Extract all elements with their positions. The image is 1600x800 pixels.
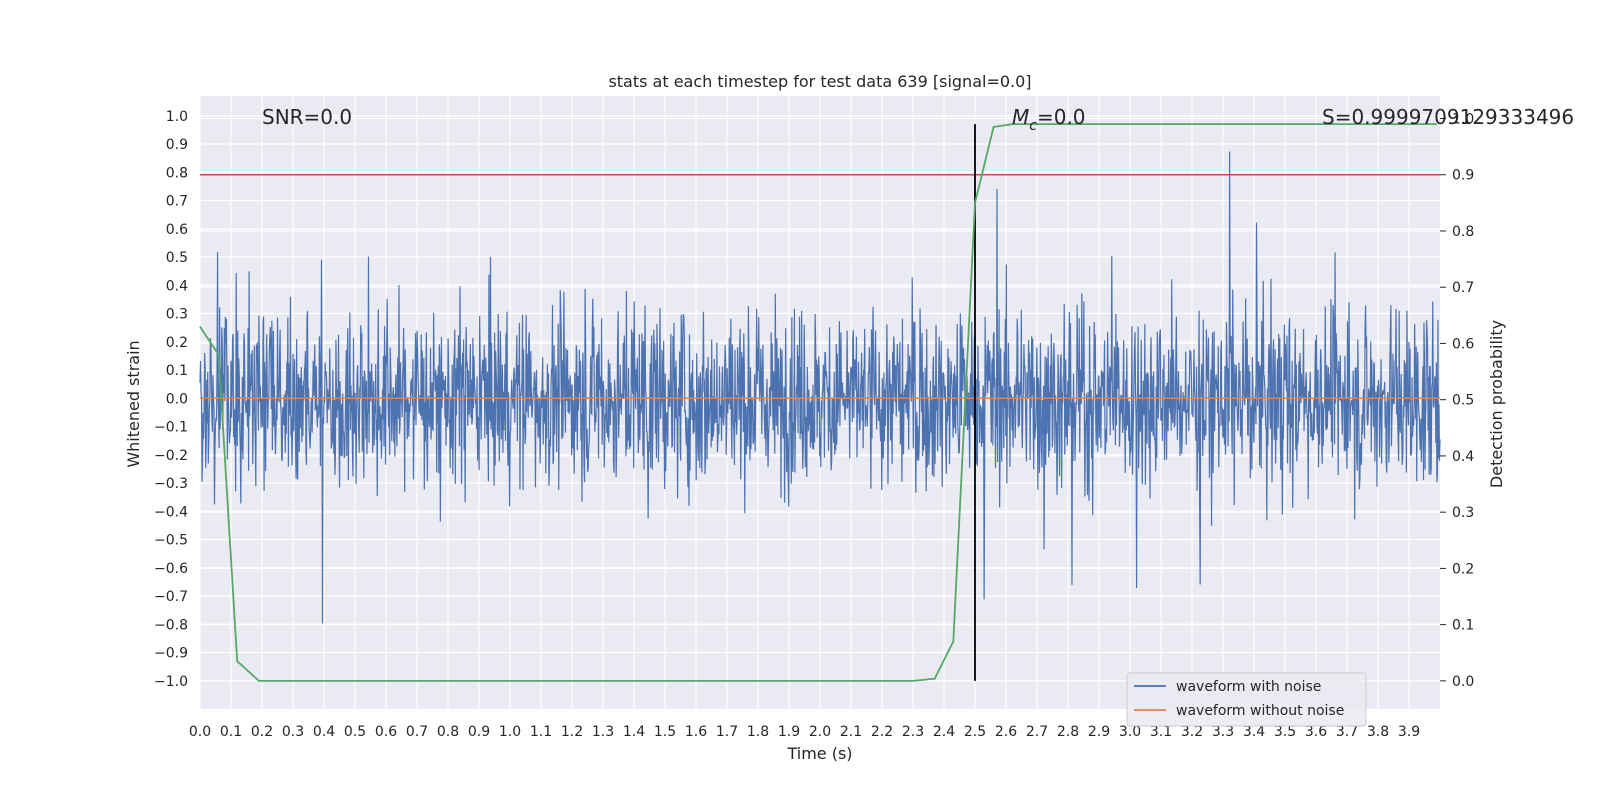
x-tick-label: 2.1 [840,724,862,740]
x-tick-label: 0.1 [220,724,242,740]
x-tick-label: 3.6 [1305,724,1327,740]
waveform-with-noise-series [199,151,1441,624]
x-tick-label: 1.8 [747,724,769,740]
x-tick-label: 3.7 [1336,724,1358,740]
y-left-tick-label: 0.3 [166,307,188,323]
y-right-tick-label: 0.3 [1452,505,1474,521]
chart-title: stats at each timestep for test data 639… [608,72,1031,91]
y-left-tick-label: 0.7 [166,194,188,210]
y-left-tick-label: −0.3 [154,476,188,492]
x-tick-label: 2.0 [809,724,831,740]
x-tick-label: 1.1 [530,724,552,740]
x-tick-label: 2.6 [995,724,1017,740]
y-right-tick-label: 0.4 [1452,449,1474,465]
x-axis-label: Time (s) [786,744,852,763]
x-tick-label: 3.0 [1119,724,1141,740]
x-tick-label: 1.2 [561,724,583,740]
mc-symbol: M [1012,105,1029,129]
x-tick-label: 1.4 [623,724,645,740]
x-tick-label: 3.8 [1367,724,1389,740]
y-left-tick-label: 0.8 [166,165,188,181]
legend-label-noisy: waveform with noise [1176,679,1321,695]
x-tick-label: 0.5 [344,724,366,740]
x-tick-label: 0.3 [282,724,304,740]
y-right-tick-label: 0.1 [1452,618,1474,634]
x-tick-label: 1.9 [778,724,800,740]
x-tick-label: 2.8 [1057,724,1079,740]
x-tick-label: 0.0 [189,724,211,740]
x-tick-labels: 0.0 0.1 0.2 0.3 0.4 0.5 0.6 0.7 0.8 0.9 1.0 1.1 1.2 1… [189,724,1420,740]
detection-probability-series [199,123,1437,682]
y-left-tick-label: 0.0 [166,391,188,407]
y-left-tick-label: 0.4 [166,278,188,294]
y-left-tick-label: 0.1 [166,363,188,379]
snr-annotation: SNR=0.0 [262,105,352,129]
y-left-tick-label: 0.9 [166,137,188,153]
x-tick-label: 3.1 [1150,724,1172,740]
y-left-tick-label: 0.5 [166,250,188,266]
noisy-waveform-path [199,151,1441,624]
y-right-tick-label: 0.9 [1452,168,1474,184]
x-tick-label: 3.3 [1212,724,1234,740]
x-tick-label: 3.5 [1274,724,1296,740]
x-tick-label: 1.6 [685,724,707,740]
legend-box [1126,672,1367,727]
x-tick-label: 2.3 [902,724,924,740]
x-tick-label: 2.7 [1026,724,1048,740]
y-left-tick-label: −0.8 [154,617,188,633]
y-left-tick-label: 0.6 [166,222,188,238]
mc-value: =0.0 [1037,105,1086,129]
y-left-tick-label: −0.7 [154,589,188,605]
x-tick-label: 2.2 [871,724,893,740]
legend: waveform with noise waveform without noi… [1126,672,1367,727]
y-right-tick-label: 0.5 [1452,393,1474,409]
y-axis-label-left: Whitened strain [124,340,143,467]
x-tick-label: 1.0 [499,724,521,740]
y-right-tick-labels: 1.0 0.9 0.8 0.7 0.6 0.5 0.4 0.3 0.2 0.1 0.0 [1440,111,1474,690]
mc-annotation: Mc=0.0 [1012,105,1086,134]
x-tick-label: 3.9 [1398,724,1420,740]
x-tick-label: 1.5 [654,724,676,740]
y-right-tick-label: 0.2 [1452,561,1474,577]
y-right-tick-label: 0.8 [1452,224,1474,240]
s-annotation: S=0.9999709129333496 [1322,105,1574,129]
x-tick-label: 0.7 [406,724,428,740]
x-tick-label: 3.2 [1181,724,1203,740]
x-tick-label: 3.4 [1243,724,1265,740]
x-tick-label: 2.4 [933,724,955,740]
y-axis-label-right: Detection probability [1487,320,1506,488]
y-left-tick-label: −0.6 [154,561,188,577]
x-tick-label: 0.2 [251,724,273,740]
y-left-tick-labels: 1.0 0.9 0.8 0.7 0.6 0.5 0.4 0.3 0.2 0.1 0.0 −0.1 −0.… [154,109,188,690]
x-tick-label: 1.7 [716,724,738,740]
y-right-tick-label: 0.6 [1452,336,1474,352]
x-tick-label: 1.3 [592,724,614,740]
x-tick-label: 2.9 [1088,724,1110,740]
y-left-tick-label: 1.0 [166,109,188,125]
legend-label-clean: waveform without noise [1176,703,1344,719]
mc-subscript: c [1029,118,1037,134]
y-left-tick-label: −0.5 [154,533,188,549]
y-left-tick-label: −0.9 [154,646,188,662]
x-tick-label: 2.5 [964,724,986,740]
y-right-tick-label: 0.0 [1452,674,1474,690]
y-left-tick-label: −0.2 [154,448,188,464]
y-left-tick-label: 0.2 [166,335,188,351]
y-right-tick-label: 0.7 [1452,280,1474,296]
y-left-tick-label: −0.1 [154,420,188,436]
y-left-tick-label: −0.4 [154,504,188,520]
y-right-tick-label: 1.0 [1452,111,1474,127]
x-tick-label: 0.6 [375,724,397,740]
x-tick-label: 0.4 [313,724,335,740]
y-left-tick-label: −1.0 [154,674,188,690]
x-tick-label: 0.8 [437,724,459,740]
x-tick-label: 0.9 [468,724,490,740]
